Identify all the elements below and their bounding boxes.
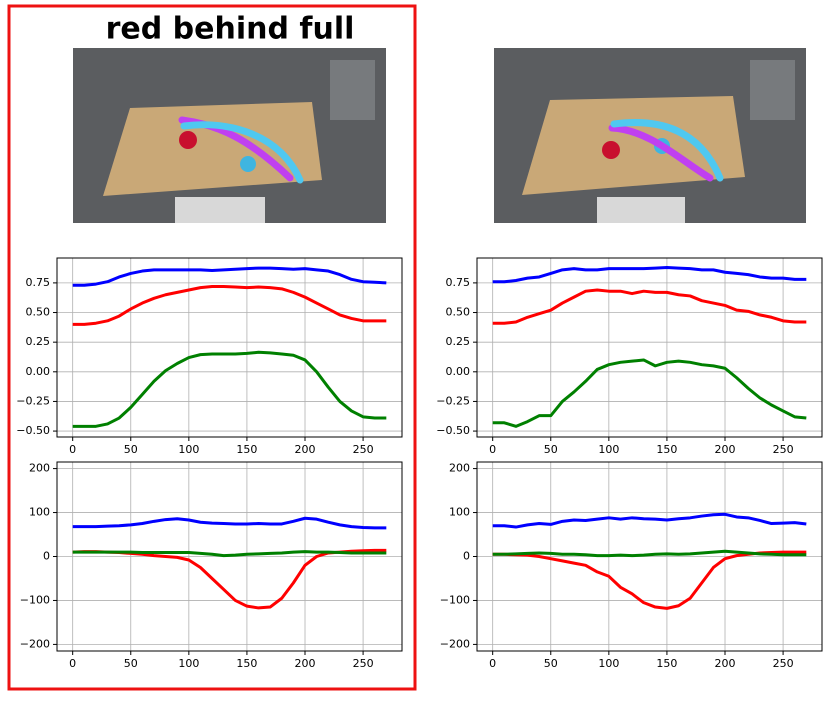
x-tick-label: 200 (295, 443, 316, 456)
data-line (492, 265, 807, 284)
axes-frame (56, 461, 403, 652)
x-tick-label: 50 (544, 657, 558, 670)
x-tick-label: 200 (715, 443, 736, 456)
x-tick-label: 0 (489, 443, 496, 456)
y-tick-label: −200 (20, 637, 50, 650)
x-tick-label: 100 (598, 443, 619, 456)
y-tick-label: 200 (29, 462, 50, 475)
x-tick-label: 150 (236, 657, 257, 670)
x-tick-label: 50 (124, 443, 138, 456)
y-tick-label: −100 (20, 593, 50, 606)
y-tick-label: 0.25 (446, 335, 471, 348)
data-line (492, 288, 807, 325)
x-tick-label: 100 (178, 443, 199, 456)
x-tick-label: 150 (656, 657, 677, 670)
x-tick-label: 250 (773, 657, 794, 670)
x-tick-label: 150 (236, 443, 257, 456)
y-tick-label: 0.50 (26, 306, 51, 319)
y-tick-label: 100 (449, 506, 470, 519)
highlight-frame (7, 4, 417, 691)
x-tick-label: 50 (544, 443, 558, 456)
data-line (72, 284, 387, 326)
photo-left (73, 48, 386, 223)
data-line (72, 548, 387, 610)
x-tick-label: 250 (353, 657, 374, 670)
y-tick-label: −0.50 (16, 424, 50, 437)
data-line (72, 266, 387, 287)
data-line (72, 550, 387, 558)
y-tick-label: 100 (29, 506, 50, 519)
y-tick-label: 0.75 (26, 276, 51, 289)
axes-frame (56, 257, 403, 438)
y-tick-label: 0.00 (26, 365, 51, 378)
y-tick-label: 0.75 (446, 276, 471, 289)
data-line (492, 512, 807, 529)
x-tick-label: 100 (598, 657, 619, 670)
x-tick-label: 250 (773, 443, 794, 456)
y-tick-label: 0.50 (446, 306, 471, 319)
x-tick-label: 100 (178, 657, 199, 670)
x-tick-label: 0 (69, 443, 76, 456)
y-tick-label: −0.50 (436, 424, 470, 437)
data-line (492, 549, 807, 558)
y-tick-label: 0 (43, 550, 50, 563)
data-line (72, 350, 387, 428)
y-tick-label: −0.25 (16, 394, 50, 407)
data-line (492, 550, 807, 610)
data-line (72, 516, 387, 530)
axes-frame (476, 257, 823, 438)
y-tick-label: −200 (440, 637, 470, 650)
y-tick-label: 200 (449, 462, 470, 475)
x-tick-label: 200 (715, 657, 736, 670)
data-line (492, 358, 807, 428)
panel-title: red behind full (106, 12, 355, 47)
y-tick-label: 0 (463, 550, 470, 563)
x-tick-label: 150 (656, 443, 677, 456)
y-tick-label: −0.25 (436, 394, 470, 407)
y-tick-label: −100 (440, 593, 470, 606)
x-tick-label: 0 (489, 657, 496, 670)
y-tick-label: 0.00 (446, 365, 471, 378)
y-tick-label: 0.25 (26, 335, 51, 348)
photo-right (494, 48, 806, 223)
axes-frame (476, 461, 823, 652)
x-tick-label: 200 (295, 657, 316, 670)
x-tick-label: 250 (353, 443, 374, 456)
x-tick-label: 0 (69, 657, 76, 670)
x-tick-label: 50 (124, 657, 138, 670)
